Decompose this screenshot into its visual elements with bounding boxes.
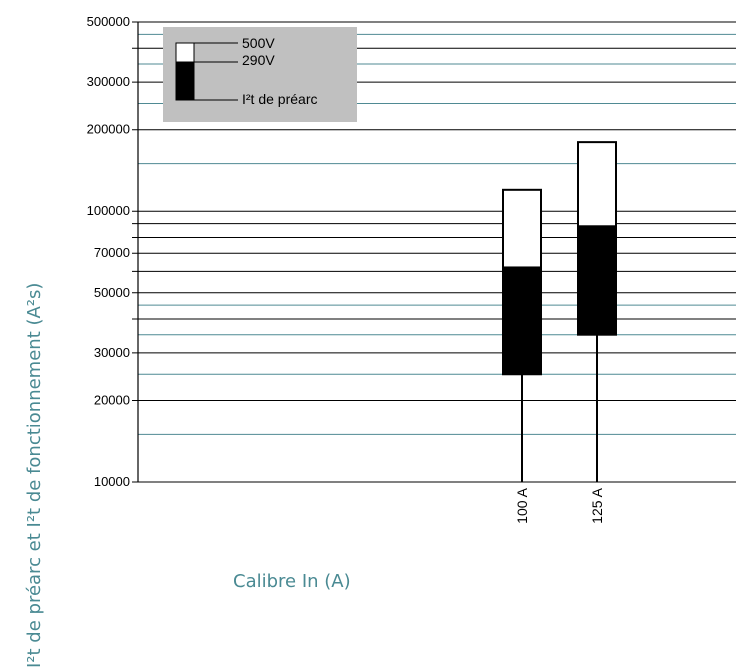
y-tick-label: 30000 bbox=[94, 345, 130, 360]
legend: 500V 290V I²t de préarc bbox=[163, 27, 357, 122]
y-tick-label: 10000 bbox=[94, 474, 130, 489]
legend-label-290v: 290V bbox=[242, 52, 275, 68]
legend-swatch-290v-preark bbox=[175, 61, 195, 101]
y-tick-labels: 10000 20000 30000 50000 70000 100000 200000 300… bbox=[87, 14, 130, 489]
y-tick-label: 100000 bbox=[87, 203, 130, 218]
y-tick-label: 500000 bbox=[87, 14, 130, 29]
bar-segment-500v bbox=[502, 188, 542, 269]
y-tick-label: 50000 bbox=[94, 285, 130, 300]
bar-segment-500v bbox=[577, 141, 617, 228]
x-category-labels: 100 A 125 A bbox=[514, 487, 605, 523]
x-category-label: 100 A bbox=[514, 487, 530, 523]
bar-segment-290v bbox=[502, 266, 542, 376]
y-tick-label: 20000 bbox=[94, 392, 130, 407]
x-axis-title: Calibre In (A) bbox=[233, 571, 351, 592]
bars bbox=[502, 141, 617, 482]
legend-swatch-500v bbox=[175, 42, 195, 63]
y-tick-label: 200000 bbox=[87, 122, 130, 137]
legend-label-preark: I²t de préarc bbox=[242, 91, 317, 107]
bar-segment-290v bbox=[577, 225, 617, 336]
y-tick-label: 70000 bbox=[94, 245, 130, 260]
y-tick-label: 300000 bbox=[87, 74, 130, 89]
legend-label-500v: 500V bbox=[242, 35, 275, 51]
x-category-label: 125 A bbox=[589, 487, 605, 523]
y-axis-title: I²t de préarc et I²t de fonctionnement (… bbox=[24, 283, 45, 668]
